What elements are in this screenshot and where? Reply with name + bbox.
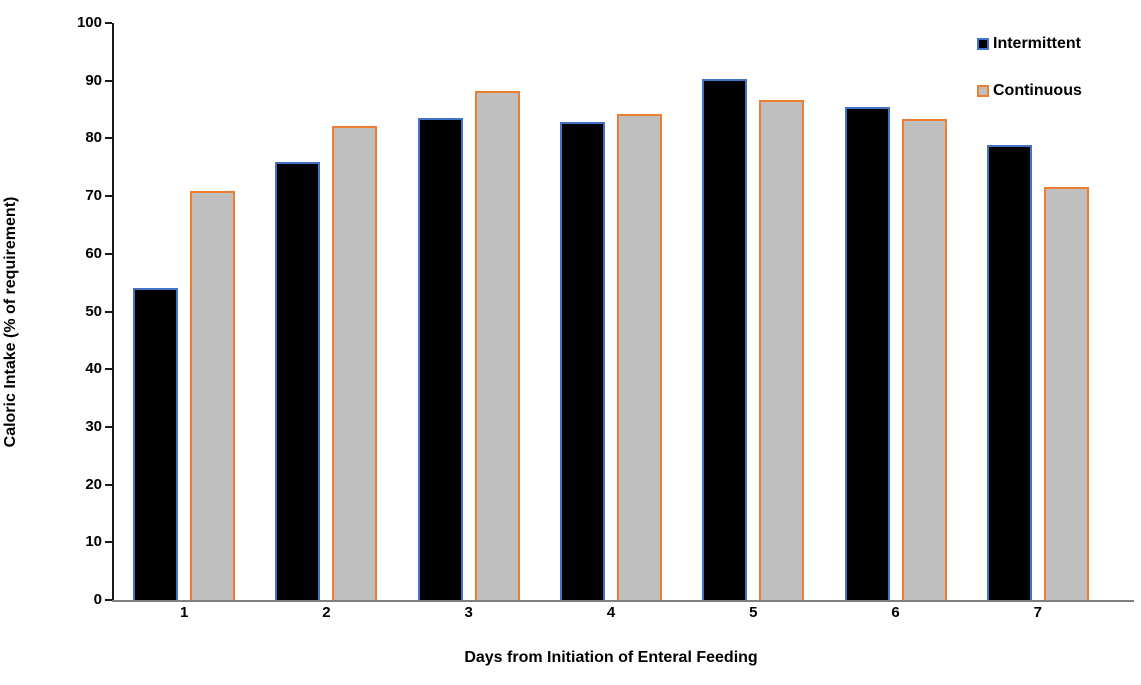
- x-tick-label-day-1: 1: [179, 604, 189, 621]
- y-tick-10: [105, 541, 112, 544]
- legend-marker-intermittent-icon: [977, 37, 989, 50]
- y-axis-title: Caloric Intake (% of requirement): [2, 196, 19, 448]
- y-tick-20: [105, 483, 112, 486]
- bar-continuous-day-1: [190, 190, 236, 600]
- x-axis-title: Days from Initiation of Enteral Feeding: [464, 649, 758, 666]
- bar-continuous-day-3: [474, 91, 520, 600]
- y-tick-label-50: 50: [85, 302, 102, 320]
- y-tick-50: [105, 310, 112, 313]
- y-tick-label-60: 60: [85, 244, 102, 262]
- x-tick-label-day-2: 2: [322, 604, 331, 621]
- legend-marker-continuous-icon: [977, 84, 989, 97]
- x-tick-label-day-3: 3: [464, 604, 473, 621]
- bar-intermittent-day-2: [275, 162, 321, 600]
- x-axis-line: [111, 600, 1134, 602]
- bar-continuous-day-2: [332, 126, 378, 600]
- y-tick-label-70: 70: [85, 187, 102, 205]
- y-tick-label-80: 80: [85, 129, 102, 147]
- legend-item-continuous: Continuous: [977, 82, 1082, 99]
- y-tick-label-40: 40: [85, 360, 102, 378]
- y-tick-label-90: 90: [85, 71, 102, 89]
- y-tick-label-100: 100: [76, 14, 102, 31]
- x-tick-label-day-7: 7: [1033, 604, 1043, 621]
- y-tick-90: [105, 79, 112, 82]
- x-tick-label-day-4: 4: [606, 604, 616, 621]
- bar-continuous-day-7: [1043, 186, 1089, 600]
- bar-intermittent-day-6: [844, 107, 890, 600]
- plot-area: [113, 23, 1109, 600]
- bar-intermittent-day-7: [986, 145, 1032, 600]
- y-tick-0: [105, 599, 112, 601]
- bar-continuous-day-5: [759, 99, 805, 600]
- bar-intermittent-day-4: [560, 121, 605, 600]
- legend-label-continuous: Continuous: [993, 81, 1082, 99]
- bar-intermittent-day-5: [702, 78, 748, 600]
- legend-item-intermittent: Intermittent: [977, 35, 1082, 52]
- legend: Intermittent Continuous: [977, 35, 1082, 129]
- x-tick-label-day-6: 6: [891, 604, 900, 621]
- y-tick-40: [105, 368, 112, 371]
- y-tick-label-0: 0: [93, 591, 102, 608]
- y-tick-30: [105, 425, 112, 428]
- bar-continuous-day-6: [901, 118, 947, 600]
- bar-intermittent-day-1: [133, 288, 179, 600]
- y-tick-70: [105, 195, 112, 198]
- y-axis-line: [111, 23, 114, 601]
- y-tick-80: [105, 137, 112, 140]
- bar-intermittent-day-3: [417, 118, 463, 600]
- legend-label-intermittent: Intermittent: [993, 34, 1081, 52]
- y-tick-label-30: 30: [85, 417, 102, 435]
- y-tick-60: [105, 252, 112, 255]
- y-tick-100: [105, 22, 112, 24]
- x-tick-label-day-5: 5: [749, 604, 758, 621]
- y-tick-label-10: 10: [85, 533, 102, 551]
- y-tick-label-20: 20: [85, 475, 102, 493]
- bar-continuous-day-4: [617, 113, 662, 600]
